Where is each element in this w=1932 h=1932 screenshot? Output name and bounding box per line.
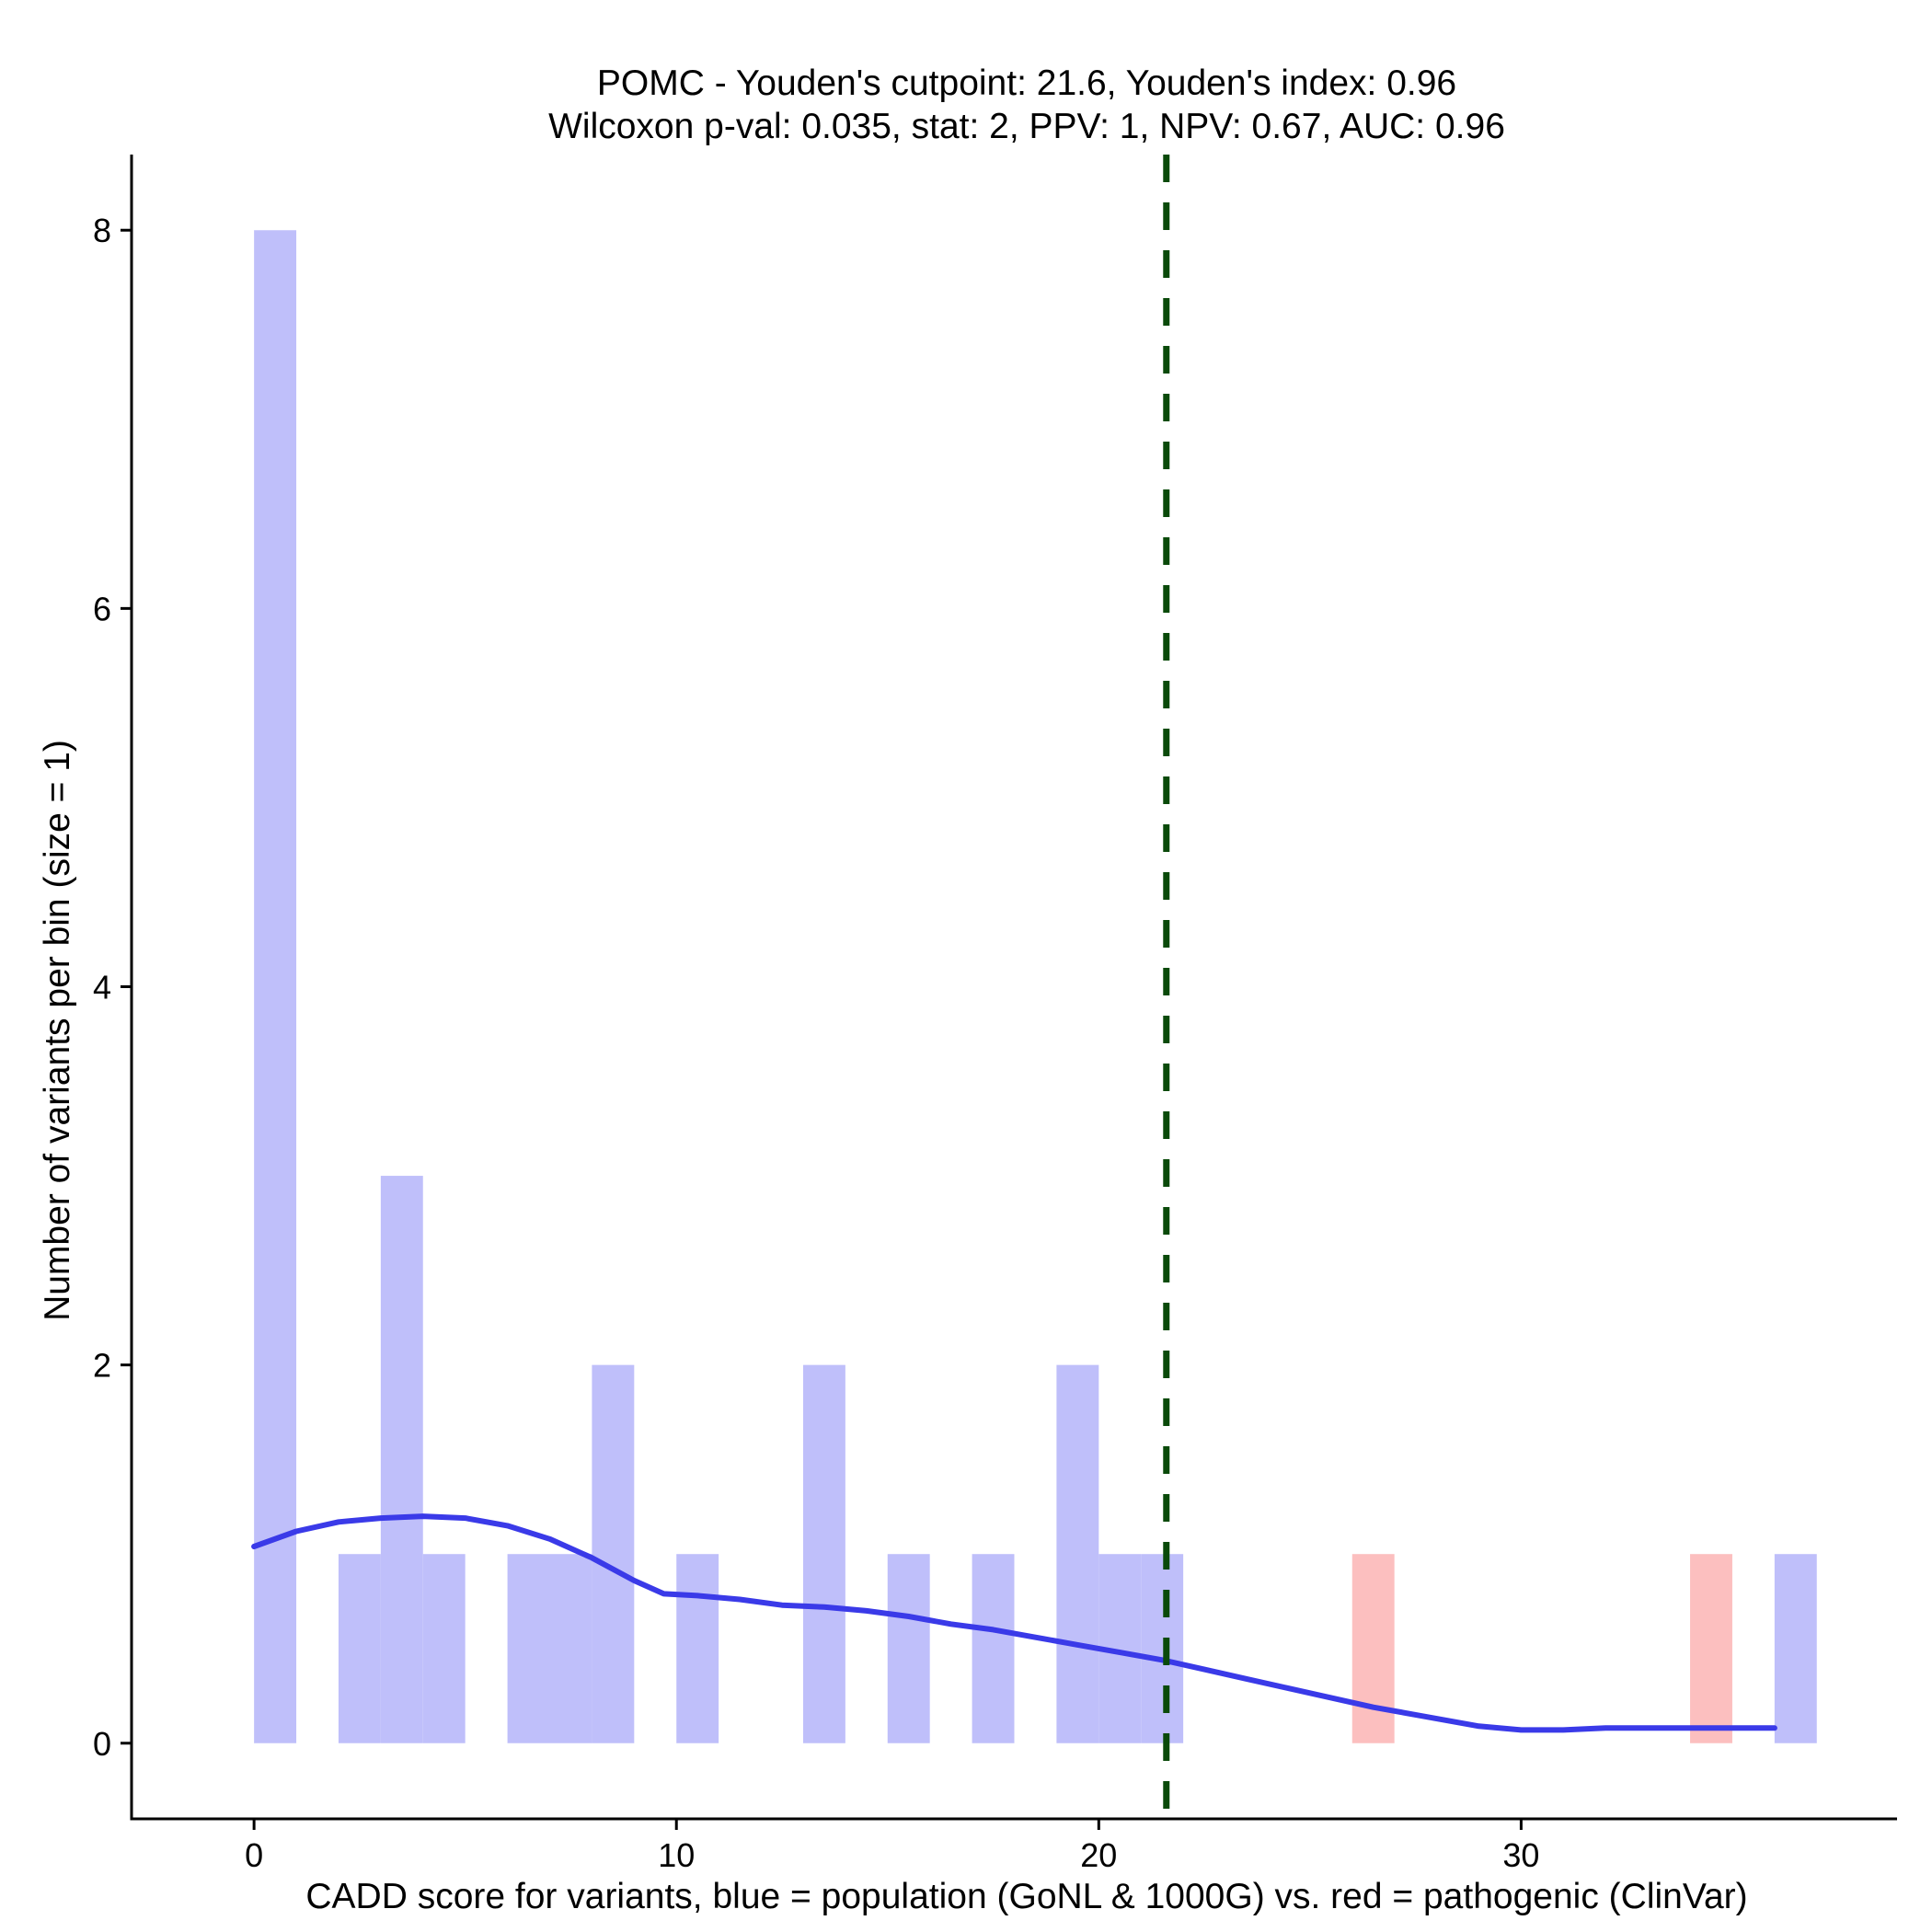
bar-population-21 xyxy=(1141,1554,1184,1743)
bar-pathogenic-26 xyxy=(1351,1554,1395,1743)
bar-population-2 xyxy=(338,1554,381,1743)
bar-population-8 xyxy=(592,1364,635,1743)
bars-layer xyxy=(254,230,1817,1743)
axes-layer: 0 10 20 30 0 2 4 6 8 xyxy=(93,155,1897,1874)
x-tick-label-20: 20 xyxy=(1080,1836,1117,1874)
x-tick-label-0: 0 xyxy=(245,1836,263,1874)
density-layer xyxy=(251,1513,1777,1733)
y-tick-label-2: 2 xyxy=(93,1347,111,1385)
chart-title-line-1: POMC - Youden's cutpoint: 21.6, Youden's… xyxy=(597,63,1456,103)
y-tick-label-4: 4 xyxy=(93,969,111,1006)
bar-population-10 xyxy=(676,1554,719,1743)
density-curve xyxy=(251,1513,1777,1733)
x-tick-label-30: 30 xyxy=(1502,1836,1539,1874)
bar-population-4 xyxy=(422,1554,466,1743)
bar-population-15 xyxy=(887,1554,930,1743)
bar-population-17 xyxy=(972,1554,1015,1743)
bar-population-19 xyxy=(1056,1364,1099,1743)
x-axis-label: CADD score for variants, blue = populati… xyxy=(305,1877,1747,1916)
bar-population-13 xyxy=(802,1364,845,1743)
bar-population-7 xyxy=(549,1554,592,1743)
y-tick-label-0: 0 xyxy=(93,1725,111,1763)
chart-title-line-2: Wilcoxon p-val: 0.035, stat: 2, PPV: 1, … xyxy=(548,107,1505,146)
y-axis-label: Number of variants per bin (size = 1) xyxy=(38,740,77,1321)
x-tick-label-10: 10 xyxy=(658,1836,695,1874)
bar-population-3 xyxy=(380,1176,423,1743)
y-tick-label-8: 8 xyxy=(93,212,111,249)
y-tick-label-6: 6 xyxy=(93,590,111,627)
bar-population-36 xyxy=(1774,1554,1817,1743)
bar-population-6 xyxy=(507,1554,550,1743)
bar-pathogenic-34 xyxy=(1690,1554,1732,1743)
bar-population-0 xyxy=(254,230,297,1743)
